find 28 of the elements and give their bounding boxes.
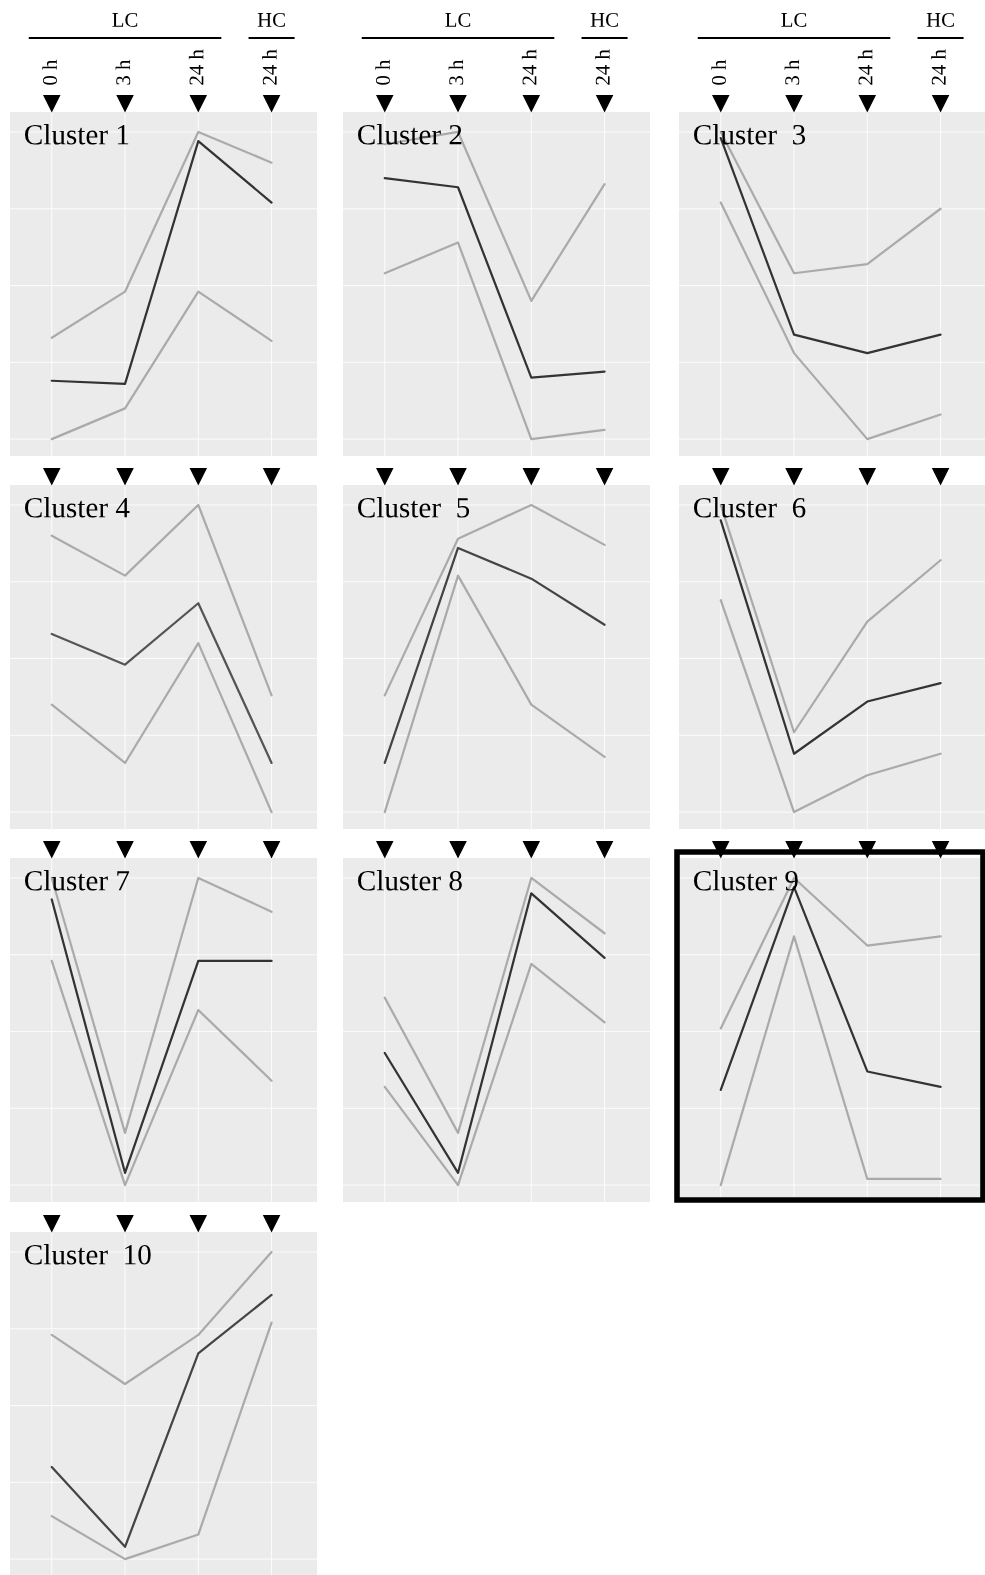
x-tick-label: 24 h xyxy=(262,49,277,85)
x-tick-label: 3 h xyxy=(115,59,131,85)
x-tick-label: 0 h xyxy=(375,59,390,85)
chart-title: Cluster 8 xyxy=(358,870,462,891)
text: LC xyxy=(781,12,807,27)
text: HC xyxy=(926,12,954,27)
chart-title: Cluster 6 xyxy=(694,497,806,518)
text: HC xyxy=(257,12,285,27)
x-tick-label: 3 h xyxy=(448,59,464,85)
text: LC xyxy=(445,12,471,27)
text: HC xyxy=(590,12,618,27)
chart-title: Cluster 9 xyxy=(694,870,798,891)
chart-title: Cluster 2 xyxy=(358,124,462,145)
x-tick-label: 24 h xyxy=(931,49,946,85)
x-tick-label: 0 h xyxy=(42,59,57,85)
x-tick-label: 0 h xyxy=(711,59,726,85)
x-tick-label: 24 h xyxy=(521,49,537,85)
x-tick-label: 24 h xyxy=(595,49,610,85)
x-tick-label: 3 h xyxy=(784,59,800,85)
chart-title: Cluster 10 xyxy=(25,1244,151,1265)
chart-title: Cluster 1 xyxy=(25,124,129,145)
text: LC xyxy=(112,12,138,27)
x-tick-label: 24 h xyxy=(188,49,204,85)
chart-title: Cluster 4 xyxy=(25,497,130,518)
x-tick-label: 24 h xyxy=(857,49,873,85)
chart-title: Cluster 3 xyxy=(694,124,806,145)
chart-title: Cluster 7 xyxy=(25,870,130,891)
chart-title: Cluster 5 xyxy=(358,497,470,518)
